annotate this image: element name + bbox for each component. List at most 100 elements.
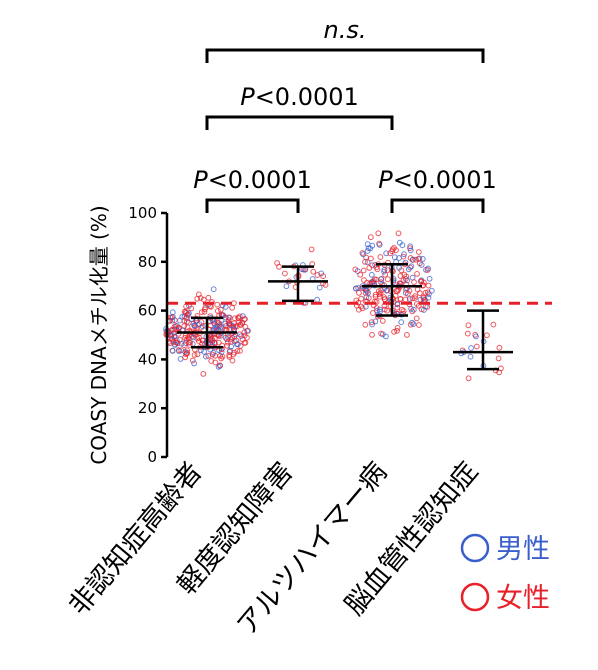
data-point (418, 306, 425, 313)
data-point (242, 339, 249, 346)
data-point (225, 320, 232, 326)
data-point (414, 271, 420, 277)
data-point (191, 360, 198, 367)
data-point (418, 278, 424, 285)
data-point (182, 354, 189, 361)
data-point (217, 362, 224, 369)
data-point (213, 325, 220, 332)
data-point (409, 295, 416, 302)
legend-item: 男性 (460, 533, 550, 565)
data-point (186, 342, 193, 348)
data-point (218, 349, 225, 355)
data-point (198, 319, 205, 325)
data-point (373, 305, 380, 311)
data-point (241, 316, 248, 323)
data-point (407, 247, 414, 254)
data-point (225, 317, 232, 324)
y-tick-label: 0 (147, 448, 157, 466)
legend-label: 男性 (496, 534, 550, 565)
data-point (184, 318, 190, 325)
data-point (355, 285, 362, 291)
legend-marker (460, 582, 490, 612)
data-point (393, 247, 399, 254)
data-point (214, 308, 221, 314)
data-point (198, 309, 205, 316)
data-point (359, 305, 366, 312)
data-point (237, 321, 244, 328)
significance-brackets: P<0.0001 P<0.0001 P<0.0001 n.s. (193, 16, 497, 213)
data-point (214, 301, 221, 308)
summary-bar (177, 316, 237, 349)
data-point (182, 309, 189, 315)
summary-bar (453, 309, 513, 371)
y-tick-label: 80 (138, 253, 157, 271)
y-axis: 0 20 40 60 80 100 (128, 204, 169, 466)
data-point (355, 306, 362, 313)
data-point (203, 353, 209, 360)
data-point (169, 335, 175, 342)
category-label: 非認知症高齢者 (63, 457, 208, 622)
data-point (182, 349, 189, 355)
significance-bracket: P<0.0001 (378, 166, 497, 213)
data-point (412, 295, 418, 302)
data-point (404, 332, 410, 338)
legend-marker (460, 533, 490, 563)
data-point (465, 322, 472, 329)
summary-bar (268, 265, 328, 303)
data-point (176, 348, 182, 355)
data-point (409, 308, 416, 315)
data-point (417, 290, 423, 297)
data-point (241, 332, 248, 339)
data-point (357, 271, 364, 278)
data-point (314, 272, 321, 278)
data-point (394, 301, 401, 308)
data-point (383, 250, 390, 257)
data-point (364, 248, 371, 254)
data-point (174, 323, 181, 329)
data-point (200, 371, 207, 377)
data-point (173, 339, 180, 346)
data-point (361, 277, 367, 284)
data-point (314, 296, 321, 303)
data-point (215, 363, 222, 370)
data-point (410, 306, 417, 313)
significance-bracket: n.s. (205, 16, 485, 63)
data-point (200, 337, 206, 344)
data-point (484, 332, 490, 339)
data-point (374, 266, 381, 273)
data-point (282, 270, 288, 277)
data-point (190, 334, 197, 341)
data-point (399, 306, 405, 313)
y-tick-label: 40 (138, 350, 157, 368)
data-point (362, 259, 368, 265)
data-point (495, 355, 502, 362)
data-point (369, 331, 375, 338)
data-point (377, 290, 384, 296)
data-point (465, 375, 472, 382)
data-point (391, 328, 398, 335)
data-point (194, 351, 201, 358)
data-point (352, 266, 359, 273)
data-point (367, 234, 374, 241)
data-point (383, 287, 390, 294)
data-point (186, 310, 192, 317)
data-point (368, 255, 374, 262)
data-point (372, 318, 379, 325)
data-point (413, 315, 420, 322)
data-point (404, 277, 411, 284)
data-point (383, 333, 389, 340)
data-point (387, 250, 394, 257)
data-point (189, 357, 196, 364)
data-point (169, 309, 176, 316)
data-point (405, 290, 411, 297)
data-point (410, 256, 416, 263)
significance-bracket: P<0.0001 (193, 166, 312, 213)
data-point (210, 286, 217, 293)
data-point (236, 313, 243, 320)
data-point (201, 348, 208, 355)
data-point (378, 330, 385, 337)
data-point (181, 317, 188, 324)
data-point (464, 330, 471, 337)
data-point (389, 246, 396, 253)
